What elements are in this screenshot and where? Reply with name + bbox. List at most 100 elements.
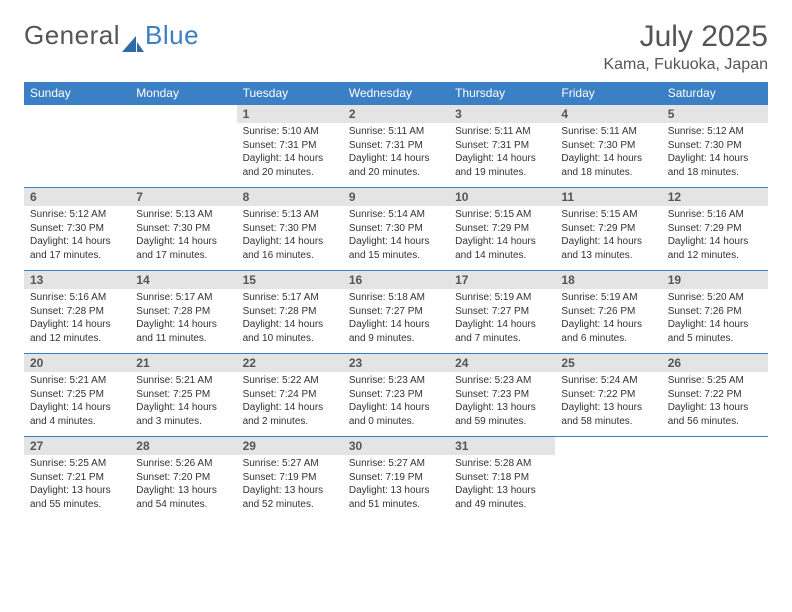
sunrise-line: Sunrise: 5:20 AM: [668, 291, 762, 305]
day-number: 16: [343, 271, 449, 289]
day-body: Sunrise: 5:28 AMSunset: 7:18 PMDaylight:…: [449, 455, 555, 519]
calendar-cell: 7Sunrise: 5:13 AMSunset: 7:30 PMDaylight…: [130, 188, 236, 271]
day-number: 29: [237, 437, 343, 455]
sunrise-line: Sunrise: 5:12 AM: [668, 125, 762, 139]
day-body: Sunrise: 5:25 AMSunset: 7:22 PMDaylight:…: [662, 372, 768, 436]
sunset-line: Sunset: 7:28 PM: [136, 305, 230, 319]
day-number: 25: [555, 354, 661, 372]
day-body: Sunrise: 5:13 AMSunset: 7:30 PMDaylight:…: [237, 206, 343, 270]
day-number: [24, 105, 130, 123]
calendar-week: 27Sunrise: 5:25 AMSunset: 7:21 PMDayligh…: [24, 437, 768, 520]
day-body: Sunrise: 5:10 AMSunset: 7:31 PMDaylight:…: [237, 123, 343, 187]
calendar-cell: [555, 437, 661, 520]
day-body: Sunrise: 5:13 AMSunset: 7:30 PMDaylight:…: [130, 206, 236, 270]
day-header: Sunday: [24, 82, 130, 105]
sunrise-line: Sunrise: 5:25 AM: [668, 374, 762, 388]
day-body: [24, 123, 130, 181]
sunrise-line: Sunrise: 5:24 AM: [561, 374, 655, 388]
day-number: 22: [237, 354, 343, 372]
calendar-cell: 26Sunrise: 5:25 AMSunset: 7:22 PMDayligh…: [662, 354, 768, 437]
daylight-line: Daylight: 14 hours and 14 minutes.: [455, 235, 549, 262]
calendar-cell: 31Sunrise: 5:28 AMSunset: 7:18 PMDayligh…: [449, 437, 555, 520]
sunrise-line: Sunrise: 5:22 AM: [243, 374, 337, 388]
day-number: 2: [343, 105, 449, 123]
day-number: 17: [449, 271, 555, 289]
day-body: Sunrise: 5:21 AMSunset: 7:25 PMDaylight:…: [130, 372, 236, 436]
calendar-cell: 25Sunrise: 5:24 AMSunset: 7:22 PMDayligh…: [555, 354, 661, 437]
calendar-cell: 21Sunrise: 5:21 AMSunset: 7:25 PMDayligh…: [130, 354, 236, 437]
day-body: Sunrise: 5:17 AMSunset: 7:28 PMDaylight:…: [130, 289, 236, 353]
day-header: Saturday: [662, 82, 768, 105]
calendar-cell: 16Sunrise: 5:18 AMSunset: 7:27 PMDayligh…: [343, 271, 449, 354]
daylight-line: Daylight: 14 hours and 0 minutes.: [349, 401, 443, 428]
day-body: [555, 455, 661, 513]
calendar-cell: 22 Sunrise: 5:22 AMSunset: 7:24 PMDayligh…: [237, 354, 343, 437]
day-number: 24: [449, 354, 555, 372]
daylight-line: Daylight: 14 hours and 16 minutes.: [243, 235, 337, 262]
calendar-cell: 8Sunrise: 5:13 AMSunset: 7:30 PMDaylight…: [237, 188, 343, 271]
day-header: Tuesday: [237, 82, 343, 105]
day-body: Sunrise: 5:18 AMSunset: 7:27 PMDaylight:…: [343, 289, 449, 353]
sunset-line: Sunset: 7:30 PM: [349, 222, 443, 236]
day-body: Sunrise: 5:11 AMSunset: 7:31 PMDaylight:…: [343, 123, 449, 187]
daylight-line: Daylight: 13 hours and 54 minutes.: [136, 484, 230, 511]
calendar-head: SundayMondayTuesdayWednesdayThursdayFrid…: [24, 82, 768, 105]
daylight-line: Daylight: 13 hours and 51 minutes.: [349, 484, 443, 511]
day-number: 6: [24, 188, 130, 206]
day-number: [555, 437, 661, 455]
sunset-line: Sunset: 7:21 PM: [30, 471, 124, 485]
calendar-cell: 11Sunrise: 5:15 AMSunset: 7:29 PMDayligh…: [555, 188, 661, 271]
sunset-line: Sunset: 7:29 PM: [668, 222, 762, 236]
day-number: 27: [24, 437, 130, 455]
sunset-line: Sunset: 7:31 PM: [455, 139, 549, 153]
sunrise-line: Sunrise: 5:16 AM: [30, 291, 124, 305]
day-body: Sunrise: 5:15 AMSunset: 7:29 PMDaylight:…: [555, 206, 661, 270]
day-number: 8: [237, 188, 343, 206]
sunset-line: Sunset: 7:24 PM: [243, 388, 337, 402]
sunset-line: Sunset: 7:23 PM: [349, 388, 443, 402]
daylight-line: Daylight: 14 hours and 4 minutes.: [30, 401, 124, 428]
daylight-line: Daylight: 14 hours and 20 minutes.: [349, 152, 443, 179]
calendar-cell: [130, 105, 236, 188]
daylight-line: Daylight: 13 hours and 56 minutes.: [668, 401, 762, 428]
calendar-cell: 1Sunrise: 5:10 AMSunset: 7:31 PMDaylight…: [237, 105, 343, 188]
day-header: Friday: [555, 82, 661, 105]
calendar-cell: 27Sunrise: 5:25 AMSunset: 7:21 PMDayligh…: [24, 437, 130, 520]
day-header: Monday: [130, 82, 236, 105]
daylight-line: Daylight: 14 hours and 19 minutes.: [455, 152, 549, 179]
sunrise-line: Sunrise: 5:19 AM: [561, 291, 655, 305]
daylight-line: Daylight: 14 hours and 2 minutes.: [243, 401, 337, 428]
sunset-line: Sunset: 7:22 PM: [668, 388, 762, 402]
calendar-cell: 20Sunrise: 5:21 AMSunset: 7:25 PMDayligh…: [24, 354, 130, 437]
daylight-line: Daylight: 14 hours and 7 minutes.: [455, 318, 549, 345]
logo-text-2: Blue: [145, 20, 199, 51]
day-body: Sunrise: 5:25 AMSunset: 7:21 PMDaylight:…: [24, 455, 130, 519]
day-number: 20: [24, 354, 130, 372]
sunset-line: Sunset: 7:18 PM: [455, 471, 549, 485]
day-number: [662, 437, 768, 455]
sunset-line: Sunset: 7:31 PM: [349, 139, 443, 153]
calendar-cell: 4Sunrise: 5:11 AMSunset: 7:30 PMDaylight…: [555, 105, 661, 188]
sunrise-line: Sunrise: 5:28 AM: [455, 457, 549, 471]
title-block: July 2025 Kama, Fukuoka, Japan: [603, 20, 768, 74]
sunset-line: Sunset: 7:26 PM: [561, 305, 655, 319]
day-number: 30: [343, 437, 449, 455]
day-body: Sunrise: 5:23 AMSunset: 7:23 PMDaylight:…: [343, 372, 449, 436]
day-body: Sunrise: 5:21 AMSunset: 7:25 PMDaylight:…: [24, 372, 130, 436]
sunset-line: Sunset: 7:29 PM: [561, 222, 655, 236]
calendar-table: SundayMondayTuesdayWednesdayThursdayFrid…: [24, 82, 768, 519]
daylight-line: Daylight: 14 hours and 9 minutes.: [349, 318, 443, 345]
sunset-line: Sunset: 7:28 PM: [30, 305, 124, 319]
sunrise-line: Sunrise: 5:11 AM: [561, 125, 655, 139]
day-body: Sunrise: 5:15 AMSunset: 7:29 PMDaylight:…: [449, 206, 555, 270]
day-body: [130, 123, 236, 181]
sunset-line: Sunset: 7:31 PM: [243, 139, 337, 153]
day-body: Sunrise: 5:27 AMSunset: 7:19 PMDaylight:…: [343, 455, 449, 519]
sunset-line: Sunset: 7:30 PM: [243, 222, 337, 236]
calendar-cell: 14Sunrise: 5:17 AMSunset: 7:28 PMDayligh…: [130, 271, 236, 354]
calendar-cell: 28Sunrise: 5:26 AMSunset: 7:20 PMDayligh…: [130, 437, 236, 520]
calendar-cell: 17Sunrise: 5:19 AMSunset: 7:27 PMDayligh…: [449, 271, 555, 354]
sunrise-line: Sunrise: 5:14 AM: [349, 208, 443, 222]
day-number: 5: [662, 105, 768, 123]
day-number: 31: [449, 437, 555, 455]
